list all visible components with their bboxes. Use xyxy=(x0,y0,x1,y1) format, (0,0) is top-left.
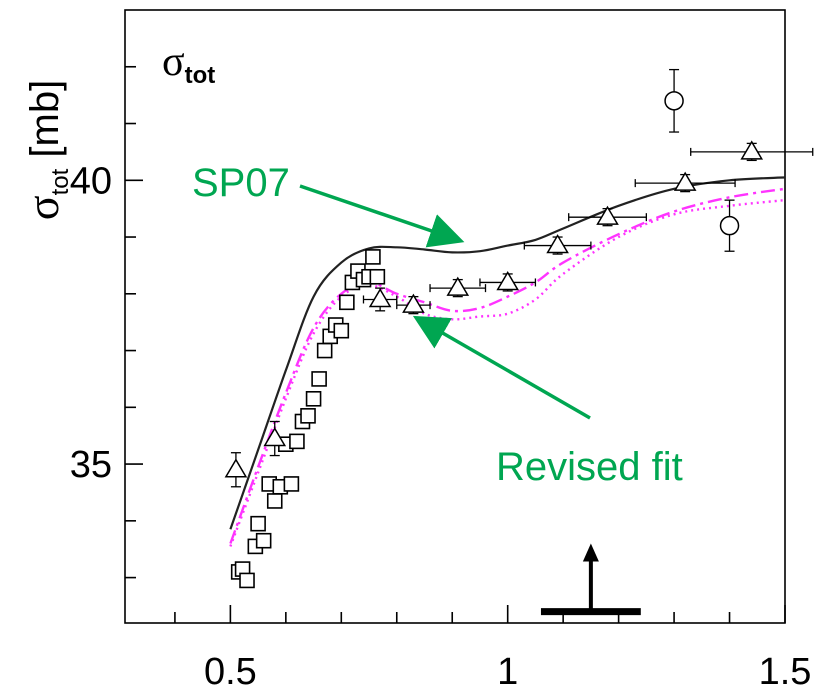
panel-label: σtot xyxy=(162,39,215,89)
square-marker xyxy=(283,476,300,492)
circle-marker xyxy=(664,91,684,111)
square-marker xyxy=(255,532,272,549)
x-tick-label: 1.5 xyxy=(759,651,812,693)
square-point xyxy=(316,342,333,359)
square-point xyxy=(305,391,322,407)
square-point xyxy=(283,476,300,492)
triangle-marker xyxy=(263,427,287,447)
curves xyxy=(229,176,786,547)
triangle-point xyxy=(263,420,287,457)
curve-revised-fit xyxy=(229,187,786,544)
square-marker xyxy=(250,515,266,532)
triangle-marker xyxy=(446,276,470,296)
square-marker xyxy=(365,249,381,265)
square-marker xyxy=(333,322,350,339)
triangle-marker xyxy=(224,458,248,478)
square-marker xyxy=(239,572,255,589)
square-point xyxy=(369,268,386,285)
square-point xyxy=(311,371,327,387)
square-point xyxy=(255,532,272,549)
revised-fit-arrow xyxy=(412,315,591,420)
triangle-point xyxy=(568,205,647,227)
triangle-point xyxy=(362,287,398,312)
curve-dotted-2 xyxy=(229,198,786,547)
square-marker xyxy=(266,493,283,509)
square-point xyxy=(239,572,255,589)
triangle-marker xyxy=(740,140,764,160)
triangle-marker xyxy=(546,234,569,254)
square-marker xyxy=(289,433,305,450)
triangle-marker xyxy=(368,287,392,308)
y-tick-label: 35 xyxy=(70,444,112,486)
circle-marker xyxy=(719,215,740,236)
square-point xyxy=(289,433,305,450)
axes: 0.5 1 1.5 35 40 xyxy=(70,65,812,693)
square-marker xyxy=(311,371,327,387)
square-marker xyxy=(300,408,316,424)
triangle-marker xyxy=(673,171,697,191)
square-point xyxy=(365,249,381,265)
sp07-label: SP07 xyxy=(192,161,290,205)
triangle-marker xyxy=(596,205,619,225)
circle-point xyxy=(664,68,684,133)
triangle-marker xyxy=(402,293,425,313)
triangle-point xyxy=(429,276,487,298)
annotations: SP07 Revised fit xyxy=(192,161,683,616)
plot-frame xyxy=(124,9,786,624)
x-tick-label: 0.5 xyxy=(204,651,257,693)
square-point xyxy=(300,408,316,424)
sp07-arrow xyxy=(299,184,465,248)
triangle-point xyxy=(479,270,537,292)
square-point xyxy=(339,294,355,311)
square-marker xyxy=(305,391,322,407)
triangle-point xyxy=(690,140,814,162)
circle-point xyxy=(719,199,740,252)
triangle-point xyxy=(224,452,248,488)
triangle-point xyxy=(634,171,736,193)
square-marker xyxy=(316,342,333,359)
data-points xyxy=(224,68,814,589)
square-point xyxy=(250,515,266,532)
x-tick-label: 1 xyxy=(497,651,518,693)
square-point xyxy=(333,322,350,339)
triangle-point xyxy=(523,234,592,255)
square-marker xyxy=(339,294,355,311)
square-marker xyxy=(369,268,386,285)
y-tick-label: 40 xyxy=(70,160,112,202)
triangle-point xyxy=(396,293,431,315)
revised-fit-label: Revised fit xyxy=(496,445,683,489)
marker-arrow-head xyxy=(582,543,599,562)
square-point xyxy=(266,493,283,509)
curve-sp07 xyxy=(229,176,786,530)
y-axis-label: σtot [mb] xyxy=(17,80,74,220)
triangle-marker xyxy=(496,270,520,291)
